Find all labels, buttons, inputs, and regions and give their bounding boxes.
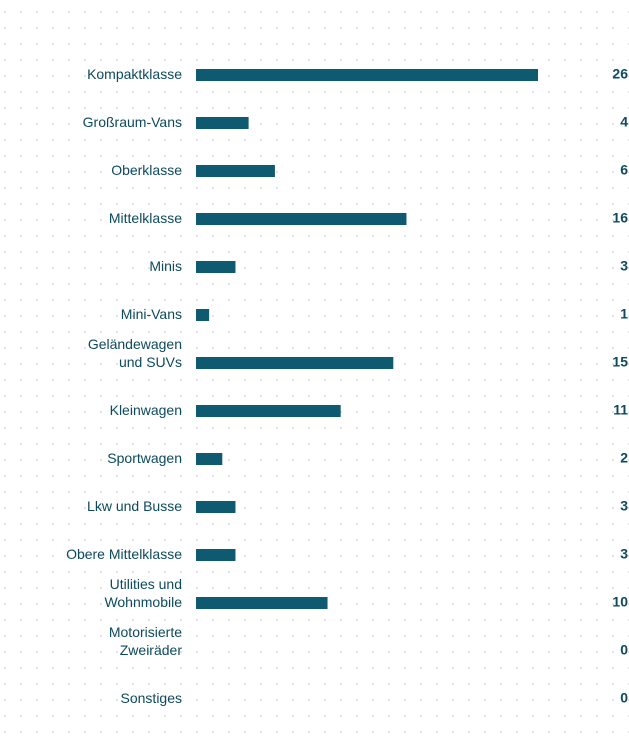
bar (196, 117, 249, 129)
bar (196, 501, 236, 513)
category-label: Geländewagen und SUVs (88, 336, 182, 370)
value-label: 0 (620, 642, 628, 658)
category-label: Utilities und Wohnmobile (104, 576, 182, 610)
category-label: Motorisierte Zweiräder (109, 624, 182, 658)
category-label: Kleinwagen (110, 402, 182, 418)
value-label: 0 (620, 690, 628, 706)
bar (196, 405, 341, 417)
category-label: Minis (149, 258, 182, 274)
category-label: Kompaktklasse (87, 66, 182, 82)
value-label: 1 (620, 306, 628, 322)
bar (196, 597, 328, 609)
value-label: 4 (620, 114, 628, 130)
bar (196, 357, 394, 369)
category-label: Obere Mittelklasse (66, 546, 182, 562)
value-label: 3 (620, 546, 628, 562)
category-label: Mittelklasse (109, 210, 182, 226)
bar (196, 309, 210, 321)
value-label: 16 (612, 210, 628, 226)
value-label: 2 (620, 450, 628, 466)
bar (196, 453, 223, 465)
value-label: 6 (620, 162, 628, 178)
bar (196, 213, 407, 225)
value-label: 3 (620, 258, 628, 274)
category-label: Oberklasse (111, 162, 182, 178)
value-label: 15 (612, 354, 628, 370)
value-label: 3 (620, 498, 628, 514)
value-label: 26 (612, 66, 628, 82)
category-label: Großraum-Vans (83, 114, 182, 130)
category-label: Sonstiges (121, 690, 182, 706)
value-label: 10 (612, 594, 628, 610)
category-label: Sportwagen (107, 450, 182, 466)
bar (196, 549, 236, 561)
bar (196, 261, 236, 273)
bar (196, 165, 275, 177)
category-label: Lkw und Busse (87, 498, 182, 514)
bar (196, 69, 538, 81)
value-label: 11 (613, 402, 628, 418)
category-label: Mini-Vans (121, 306, 182, 322)
